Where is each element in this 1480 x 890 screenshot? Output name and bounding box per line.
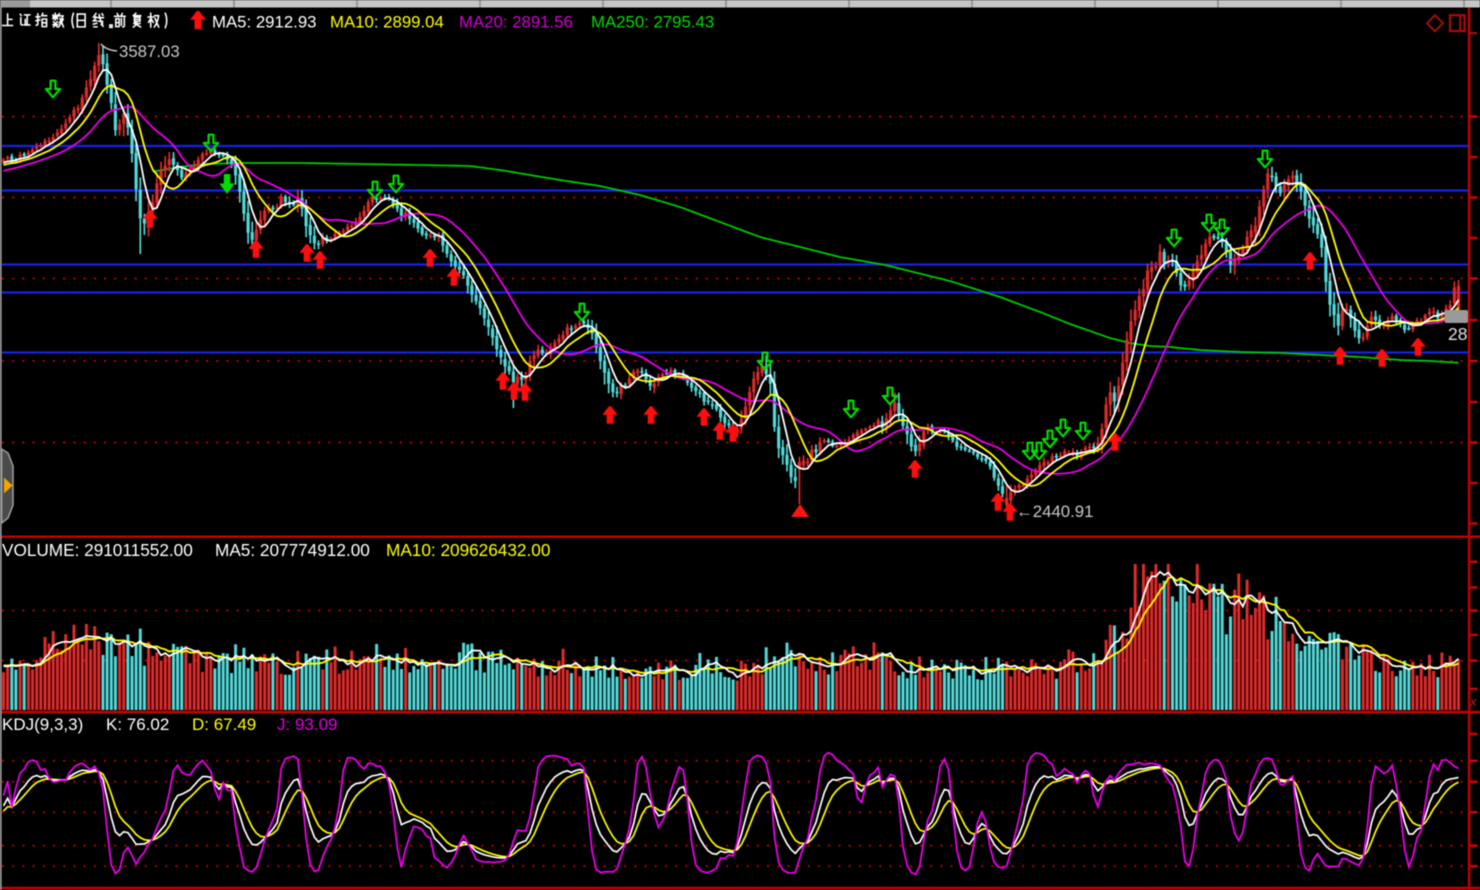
svg-text:MA250: 2795.43: MA250: 2795.43 [591,13,714,32]
svg-text:MA10: 209626432.00: MA10: 209626432.00 [386,540,550,560]
svg-text:K: 76.02: K: 76.02 [106,715,169,734]
svg-text:MA5: 207774912.00: MA5: 207774912.00 [215,540,370,560]
svg-text:VOLUME: 291011552.00: VOLUME: 291011552.00 [2,540,193,560]
svg-text:J: 93.09: J: 93.09 [277,715,338,734]
svg-text:←2440.91: ←2440.91 [1016,502,1093,521]
svg-text:KDJ(9,3,3): KDJ(9,3,3) [2,715,83,734]
svg-text:MA5: 2912.93: MA5: 2912.93 [212,13,317,32]
svg-text:3587.03: 3587.03 [119,42,180,61]
svg-text:MA10: 2899.04: MA10: 2899.04 [330,13,444,32]
svg-text:x: x [1469,694,1477,709]
svg-text:D: 67.49: D: 67.49 [192,715,256,734]
svg-text:MA20: 2891.56: MA20: 2891.56 [459,13,573,32]
svg-text:28: 28 [1448,324,1467,344]
